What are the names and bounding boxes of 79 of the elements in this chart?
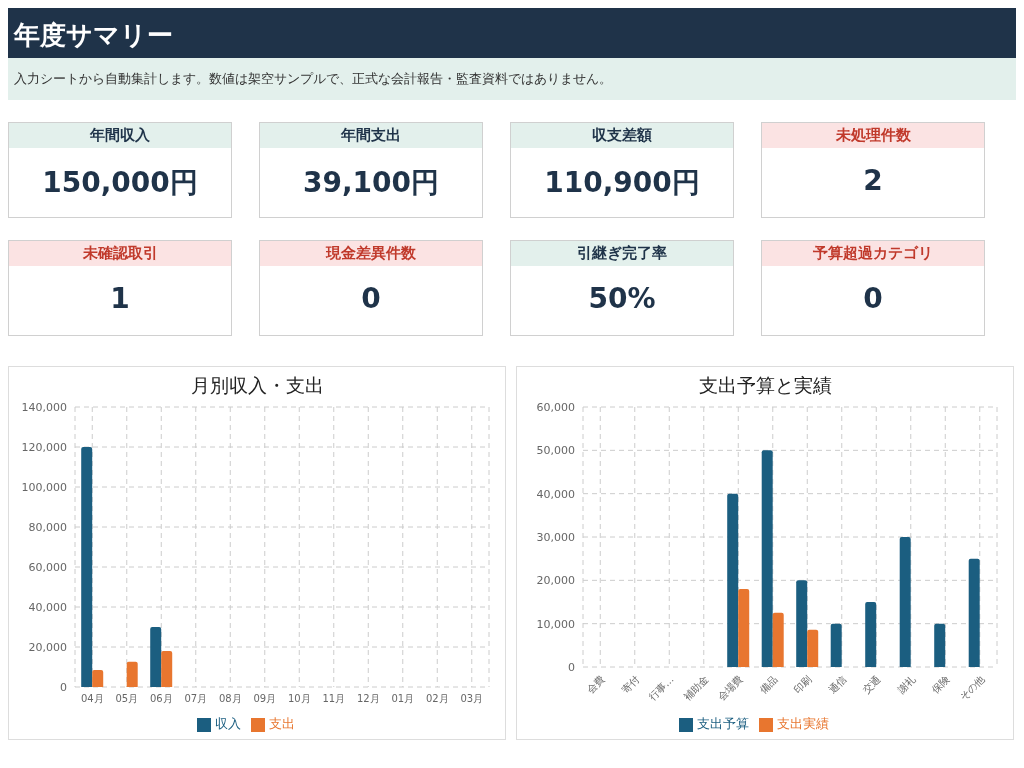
y-tick-label: 80,000 [28, 520, 67, 534]
y-tick-label: 10,000 [536, 617, 575, 631]
bar [934, 623, 946, 667]
x-tick-label: 通信 [826, 673, 849, 696]
y-tick-label: 0 [60, 680, 67, 694]
text: 引継ぎ完了率 [511, 241, 733, 266]
x-tick-label: 09月 [253, 693, 277, 705]
legend-label: 収入 [215, 716, 241, 731]
text: 未処理件数 [762, 123, 984, 148]
text: 入力シートから自動集計します。数値は架空サンプルで、正式な会計報告・監査資料ではありません。 [8, 58, 1016, 100]
text: 予算超過カテゴリ [762, 241, 984, 266]
text: 年間支出 [260, 123, 482, 148]
x-tick-label: 06月 [149, 693, 173, 705]
x-tick-label: 保険 [929, 673, 952, 696]
bar [727, 493, 739, 667]
text: 0 [862, 281, 884, 315]
text: 未確認取引 [9, 241, 231, 266]
y-tick-label: 60,000 [536, 400, 575, 414]
text: 2 [862, 163, 884, 197]
x-tick-label: 会費 [584, 673, 607, 696]
bar [772, 612, 784, 667]
x-tick-label: 会場費 [715, 673, 745, 703]
legend-label: 支出実績 [777, 716, 829, 731]
x-tick-label: 備品 [757, 673, 780, 696]
text: 0 [360, 281, 382, 315]
y-tick-label: 40,000 [28, 600, 67, 614]
text: 50% [587, 281, 657, 315]
bar [150, 627, 162, 687]
bar [81, 447, 93, 687]
x-tick-label: その他 [957, 673, 987, 703]
text: 年間収入 [9, 123, 231, 148]
bar [899, 537, 911, 667]
text: 150,000円 [41, 165, 199, 201]
y-tick-label: 30,000 [536, 530, 575, 544]
text: 現金差異件数 [260, 241, 482, 266]
x-tick-label: 12月 [356, 693, 380, 705]
x-tick-label: 謝礼 [895, 673, 918, 696]
bar [738, 589, 750, 667]
y-tick-label: 20,000 [28, 640, 67, 654]
legend-label: 支出予算 [697, 716, 749, 731]
x-tick-label: 07月 [184, 693, 208, 705]
bar [865, 602, 877, 667]
x-tick-label: 02月 [425, 693, 449, 705]
x-tick-label: 10月 [287, 693, 311, 705]
x-tick-label: 03月 [460, 693, 484, 705]
bar [161, 651, 173, 687]
x-tick-label: 08月 [218, 693, 242, 705]
y-tick-label: 0 [568, 660, 575, 674]
bar [126, 661, 138, 687]
y-tick-label: 120,000 [21, 440, 67, 454]
x-tick-label: 補助金 [681, 673, 711, 703]
y-tick-label: 50,000 [536, 444, 575, 458]
y-tick-label: 140,000 [21, 400, 67, 414]
bar [968, 558, 980, 667]
bar [761, 450, 773, 667]
x-tick-label: 01月 [391, 693, 415, 705]
x-tick-label: 行事… [646, 673, 676, 703]
text: 110,900円 [543, 165, 701, 201]
x-tick-label: 11月 [322, 693, 346, 705]
bar [830, 623, 842, 667]
y-tick-label: 100,000 [21, 480, 67, 494]
x-tick-label: 交通 [860, 673, 883, 696]
text: 収支差額 [511, 123, 733, 148]
bar [807, 629, 819, 667]
x-tick-label: 寄付 [619, 673, 642, 696]
x-tick-label: 印刷 [791, 673, 814, 696]
bar [796, 580, 808, 667]
x-tick-label: 04月 [80, 693, 104, 705]
y-tick-label: 20,000 [536, 574, 575, 588]
y-tick-label: 40,000 [536, 487, 575, 501]
chart-title: 月別収入・支出 [189, 373, 325, 398]
chart-title: 支出予算と実績 [697, 373, 833, 398]
text: 年度サマリー [8, 8, 1016, 58]
text: 1 [109, 281, 131, 315]
text: 39,100円 [301, 165, 441, 201]
bar [92, 670, 104, 687]
y-tick-label: 60,000 [28, 560, 67, 574]
x-tick-label: 05月 [115, 693, 139, 705]
legend-label: 支出 [269, 716, 295, 731]
